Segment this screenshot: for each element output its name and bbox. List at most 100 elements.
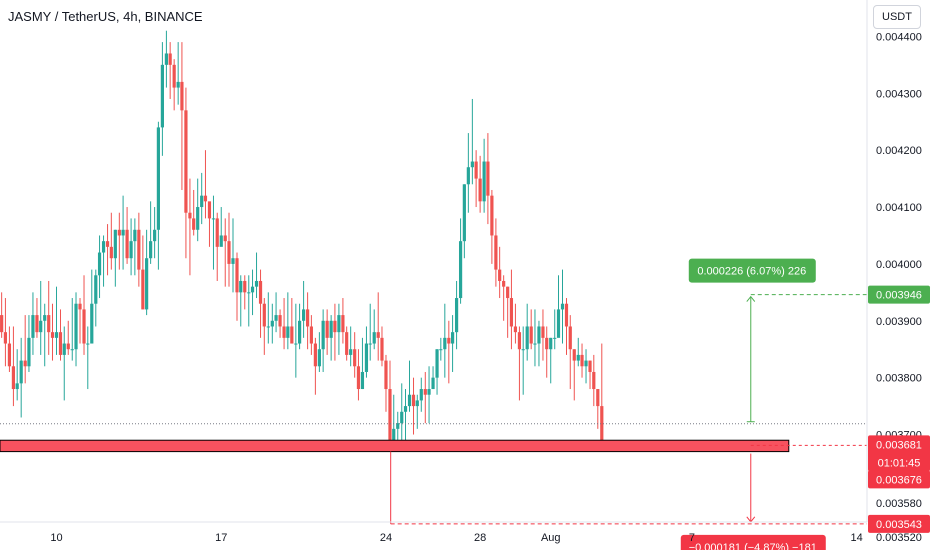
price-tick-label: 0.003900 bbox=[876, 316, 922, 328]
candle-body bbox=[149, 241, 153, 259]
loss-box bbox=[680, 534, 826, 550]
candle-body bbox=[66, 343, 70, 350]
candle-body bbox=[11, 366, 16, 390]
candle-body bbox=[474, 161, 478, 179]
target-price-tag-text: 0.003946 bbox=[876, 290, 922, 302]
candle-body bbox=[156, 127, 160, 230]
candle-body bbox=[117, 229, 121, 236]
candle-body bbox=[466, 167, 470, 185]
candle-body bbox=[584, 360, 588, 367]
candle-body bbox=[78, 303, 82, 310]
candle-body bbox=[447, 337, 451, 344]
candle-body bbox=[439, 349, 443, 351]
candle-body bbox=[200, 195, 204, 208]
candle-body bbox=[145, 258, 149, 310]
candle-body bbox=[345, 332, 349, 355]
candle-body bbox=[109, 246, 113, 259]
candle-body bbox=[498, 269, 502, 281]
candle-body bbox=[302, 309, 306, 321]
support-zone bbox=[0, 439, 790, 453]
candle-body bbox=[349, 349, 353, 355]
candle-body bbox=[317, 349, 321, 367]
candle-body bbox=[54, 332, 59, 338]
time-axis[interactable]: 10 17 24 28 Aug 7 14 bbox=[50, 532, 862, 544]
candle-body bbox=[188, 212, 192, 219]
candle-body bbox=[306, 309, 310, 327]
candle-body bbox=[290, 326, 294, 344]
candle-body bbox=[133, 229, 137, 242]
candle-body bbox=[423, 389, 427, 395]
time-tick-label: 17 bbox=[215, 532, 227, 544]
candle-body bbox=[294, 343, 298, 345]
candle-body bbox=[521, 349, 525, 351]
candle-body bbox=[529, 326, 533, 344]
candle-body bbox=[168, 53, 172, 65]
candle-body bbox=[74, 303, 78, 350]
candle-body bbox=[517, 332, 522, 350]
chart-overlays: 0.000226 (6.07%) 226 −0.000181 (−4.87%) −… bbox=[0, 258, 867, 550]
candle-body bbox=[39, 320, 43, 333]
candle-body bbox=[121, 229, 125, 236]
candle-body bbox=[407, 394, 412, 407]
candle-body bbox=[450, 332, 455, 344]
candle-body bbox=[19, 360, 23, 384]
candle-body bbox=[364, 343, 369, 372]
candle-body bbox=[254, 280, 259, 287]
candle-body bbox=[15, 383, 19, 390]
candle-body bbox=[549, 337, 553, 350]
price-axis[interactable]: 0.004400 0.004300 0.004200 0.004100 0.004000… bbox=[876, 31, 922, 544]
profit-box bbox=[688, 258, 816, 283]
candle-body bbox=[368, 343, 372, 345]
candle-body bbox=[3, 332, 8, 344]
price-tick-label: 0.003520 bbox=[876, 532, 922, 544]
candle-body bbox=[141, 269, 145, 310]
candle-body bbox=[537, 326, 541, 344]
candle-body bbox=[588, 360, 592, 372]
currency-button[interactable]: USDT bbox=[873, 5, 921, 29]
candle-body bbox=[533, 343, 537, 345]
candlestick-series bbox=[0, 30, 604, 446]
candle-body bbox=[325, 320, 329, 338]
candle-body bbox=[502, 280, 506, 287]
candle-body bbox=[223, 235, 227, 242]
candle-body bbox=[160, 64, 164, 128]
candle-body bbox=[247, 292, 251, 294]
profit-arrowhead bbox=[746, 295, 756, 302]
candle-body bbox=[7, 343, 12, 367]
candle-body bbox=[235, 258, 239, 293]
candle-body bbox=[298, 320, 302, 344]
candle-body bbox=[43, 315, 47, 321]
candle-body bbox=[62, 343, 66, 355]
candle-body bbox=[219, 235, 223, 247]
candle-body bbox=[86, 343, 90, 345]
candle-body bbox=[207, 201, 212, 219]
candle-body bbox=[164, 53, 168, 65]
candle-body bbox=[82, 309, 86, 344]
candle-body bbox=[525, 326, 529, 350]
time-tick-label: Aug bbox=[541, 532, 561, 544]
stop-price-tag-text: 0.003543 bbox=[876, 519, 922, 531]
candle-body bbox=[427, 389, 431, 395]
candle-body bbox=[101, 241, 106, 253]
candle-body bbox=[356, 366, 361, 390]
candle-body bbox=[392, 428, 396, 441]
candle-body bbox=[203, 195, 208, 202]
candle-body bbox=[274, 315, 278, 321]
candle-body bbox=[396, 423, 400, 429]
candle-body bbox=[125, 229, 129, 259]
candle-body bbox=[47, 315, 51, 333]
candle-body bbox=[184, 110, 188, 213]
candle-body bbox=[443, 337, 447, 350]
candle-body bbox=[50, 332, 55, 338]
candle-body bbox=[94, 275, 98, 304]
time-tick-label: 28 bbox=[474, 532, 486, 544]
candle-body bbox=[592, 371, 596, 390]
candle-body bbox=[513, 326, 518, 333]
prev-close-tag-bg bbox=[868, 470, 930, 489]
candle-body bbox=[486, 161, 490, 196]
candle-body bbox=[113, 229, 117, 259]
candle-body bbox=[227, 241, 231, 264]
current-price-tag-bg bbox=[868, 435, 930, 472]
candle-body bbox=[105, 241, 110, 247]
